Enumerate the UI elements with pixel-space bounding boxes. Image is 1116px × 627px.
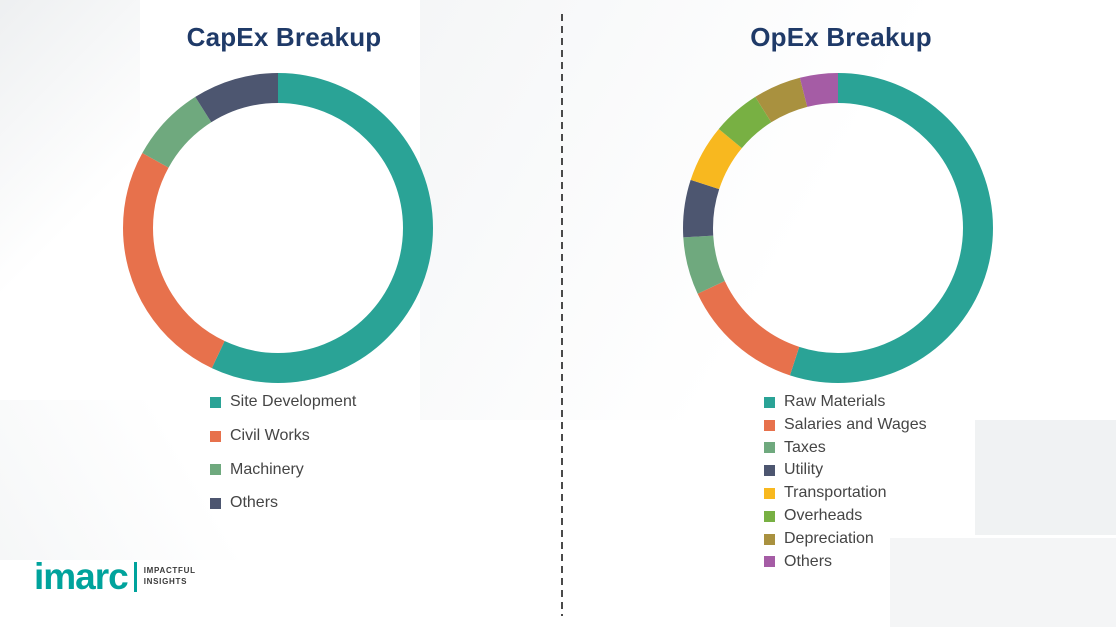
- legend-item: Overheads: [764, 506, 927, 525]
- legend-label: Overheads: [784, 506, 863, 524]
- donut-segment-civil-works: [123, 73, 433, 383]
- legend-swatch: [764, 419, 775, 431]
- dashed-divider: [561, 14, 563, 616]
- donut-segment-others: [683, 73, 993, 383]
- legend-label: Taxes: [784, 438, 826, 456]
- donut-chart-opex: [683, 73, 993, 383]
- imarc-tagline-line2: INSIGHTS: [143, 576, 188, 586]
- legend-label: Raw Materials: [784, 393, 886, 410]
- legend-item: Depreciation: [764, 529, 927, 548]
- legend-label: Site Development: [230, 393, 357, 410]
- legend-item: Others: [764, 552, 927, 571]
- capex-legend: Site Development Civil Works Machinery Othe…: [210, 393, 357, 512]
- legend-item: Salaries and Wages: [764, 415, 927, 434]
- legend-label: Salaries and Wages: [784, 415, 927, 433]
- legend-swatch: [764, 396, 775, 408]
- legend-item: Taxes: [764, 438, 927, 457]
- capex-chart-title: CapEx Breakup: [186, 22, 382, 52]
- legend-label: Machinery: [230, 460, 304, 478]
- legend-swatch: [210, 396, 221, 408]
- legend-item: Civil Works: [210, 426, 356, 445]
- legend-item: Raw Materials: [764, 393, 927, 411]
- legend-label: Transportation: [784, 484, 887, 502]
- imarc-logo-tagline: IMPACTFUL INSIGHTS: [144, 566, 196, 588]
- imarc-tagline-line1: IMPACTFUL: [143, 565, 196, 575]
- donut-chart-capex: [123, 73, 433, 383]
- opex-chart-title: OpEx Breakup: [750, 22, 932, 52]
- legend-label: Civil Works: [230, 426, 310, 444]
- opex-legend: Raw Materials Salaries and Wages Taxes Util…: [764, 393, 927, 571]
- legend-swatch: [764, 488, 775, 500]
- legend-label: Depreciation: [784, 529, 874, 547]
- legend-swatch: [764, 510, 775, 522]
- legend-label: Others: [784, 552, 833, 570]
- legend-item: Others: [210, 495, 356, 512]
- donut-segment-utility: [683, 73, 993, 383]
- legend-swatch: [764, 556, 775, 568]
- legend-label: Others: [230, 494, 279, 512]
- donut-segment-others: [123, 73, 433, 383]
- legend-item: Site Development: [210, 393, 357, 411]
- legend-swatch: [764, 533, 775, 545]
- imarc-logo-bar: [133, 561, 137, 592]
- legend-swatch: [764, 465, 775, 477]
- legend-swatch: [210, 430, 221, 442]
- legend-item: Transportation: [764, 484, 927, 502]
- legend-item: Machinery: [210, 460, 356, 479]
- imarc-logo: imarc IMPACTFUL INSIGHTS: [34, 558, 196, 595]
- legend-swatch: [210, 498, 221, 510]
- legend-item: Utility: [764, 462, 927, 479]
- legend-label: Utility: [784, 461, 824, 479]
- imarc-logo-wordmark: imarc: [34, 556, 129, 597]
- legend-swatch: [764, 442, 775, 454]
- background-decoration: [975, 420, 1116, 535]
- legend-swatch: [210, 464, 221, 476]
